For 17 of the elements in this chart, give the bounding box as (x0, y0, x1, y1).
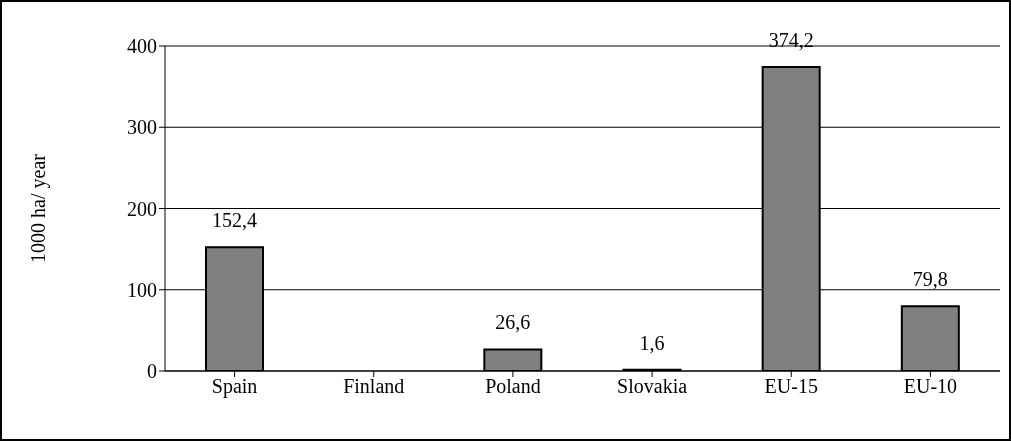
x-tick-label: Spain (211, 375, 258, 399)
y-tick-label: 200 (127, 197, 157, 220)
x-tick-label: Finland (343, 375, 405, 398)
x-tick-label: EU-15 (764, 375, 818, 398)
y-tick-label: 0 (147, 360, 157, 383)
data-label: 374,2 (768, 28, 814, 51)
y-tick-label: 100 (127, 278, 157, 301)
y-tick-label: 400 (127, 35, 157, 58)
y-axis-title: 1000 ha/ year (27, 153, 51, 263)
x-tick-label: Poland (485, 375, 541, 398)
x-tick-label: Slovakia (617, 375, 688, 398)
data-label: 79,8 (912, 268, 948, 291)
data-label: 1,6 (639, 331, 665, 354)
data-label: 152,4 (212, 209, 257, 232)
y-tick-label: 300 (127, 116, 157, 139)
x-tick-label: EU-10 (903, 375, 958, 398)
data-label: 26,6 (495, 311, 531, 334)
